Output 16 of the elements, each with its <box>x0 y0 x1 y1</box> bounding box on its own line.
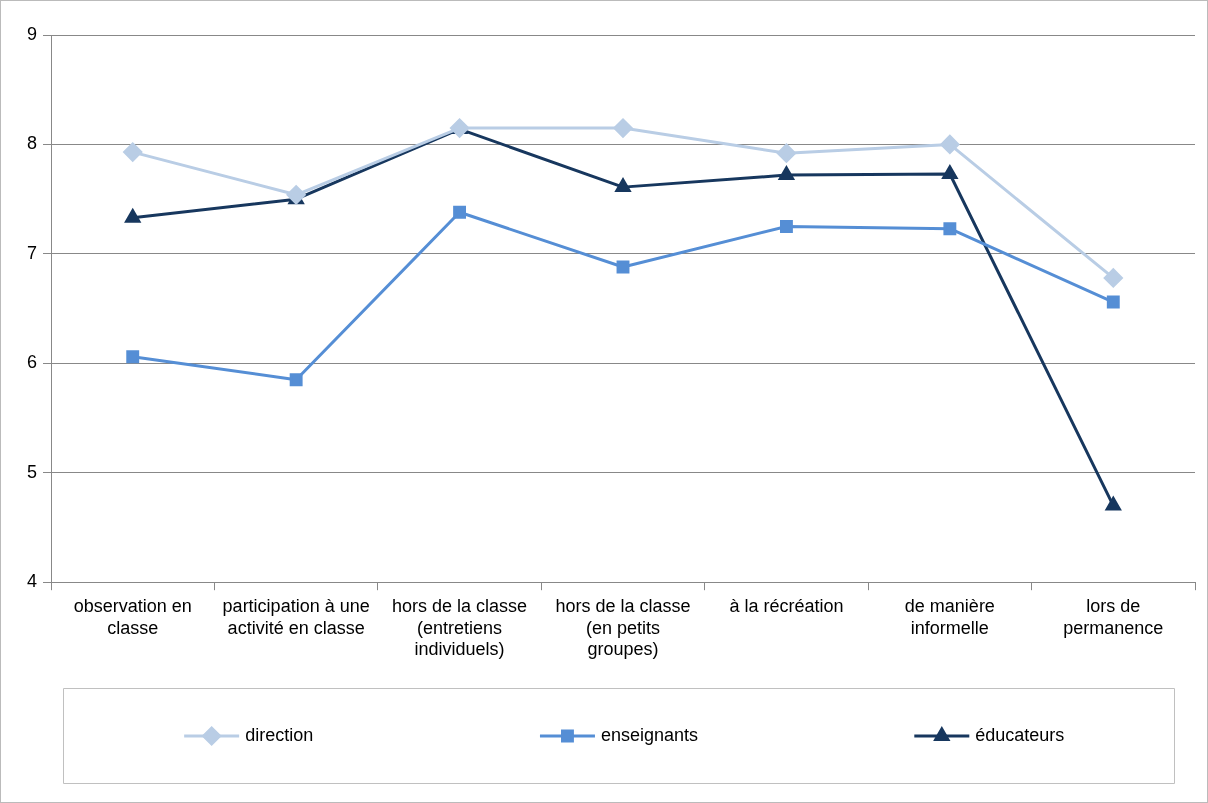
y-tick-label: 5 <box>27 461 38 482</box>
x-tick-label: hors de la classe (entretiens individuels) <box>392 595 528 660</box>
y-tick-label: 7 <box>27 242 38 263</box>
x-tick-label: hors de la classe (en petits groupes) <box>555 595 691 660</box>
x-tick-label: lors de permanence <box>1063 595 1164 638</box>
y-tick-label: 4 <box>27 571 38 592</box>
x-tick-label: à la récréation <box>729 595 844 616</box>
x-tick-label: participation à une activité en classe <box>222 595 370 638</box>
x-tick-label: de manière informelle <box>904 595 995 638</box>
legend-label: enseignants <box>600 724 699 745</box>
y-tick-label: 9 <box>27 23 38 44</box>
x-tick-label: observation en classe <box>73 595 192 638</box>
y-tick-label: 6 <box>27 352 38 373</box>
legend-label: direction <box>245 724 314 745</box>
y-tick-label: 8 <box>27 133 38 154</box>
legend-label: éducateurs <box>975 724 1065 745</box>
